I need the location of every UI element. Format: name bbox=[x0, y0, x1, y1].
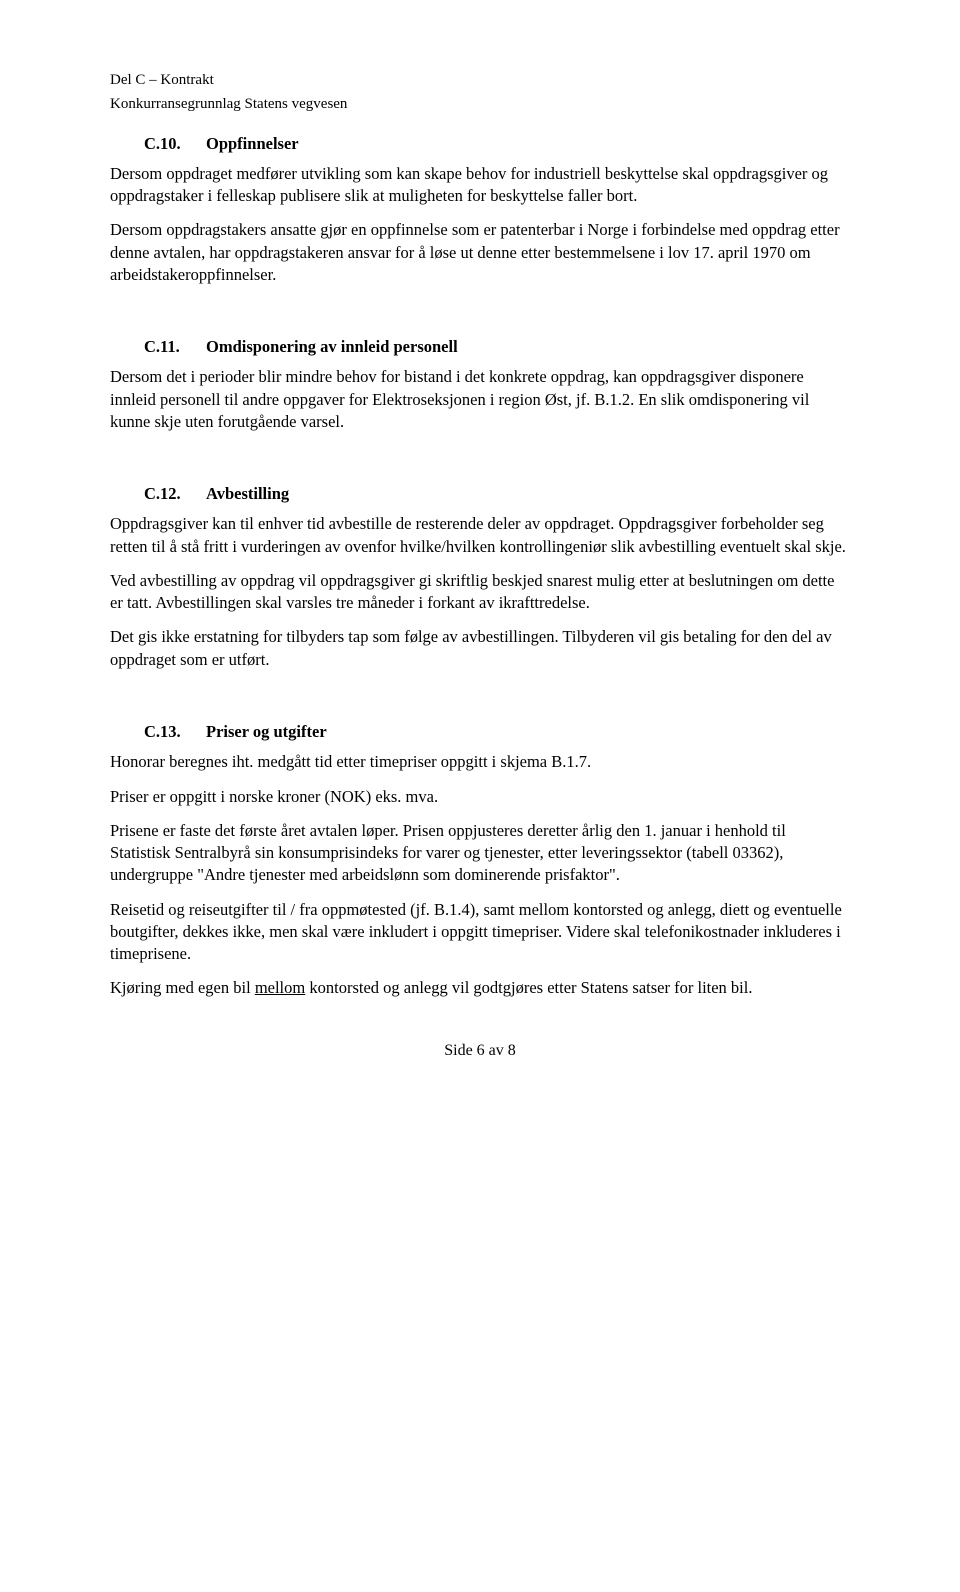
section-c12-p1: Oppdragsgiver kan til enhver tid avbesti… bbox=[110, 513, 850, 558]
page-footer: Side 6 av 8 bbox=[110, 1040, 850, 1062]
section-c13-p5-underlined: mellom bbox=[255, 978, 305, 997]
section-c10-num: C.10. bbox=[144, 133, 206, 155]
section-c13-p3: Prisene er faste det første året avtalen… bbox=[110, 820, 850, 887]
section-c13-p4: Reisetid og reiseutgifter til / fra oppm… bbox=[110, 899, 850, 966]
section-c12-num: C.12. bbox=[144, 483, 206, 505]
section-c13-title: C.13.Priser og utgifter bbox=[110, 721, 850, 743]
section-c10-p1: Dersom oppdraget medfører utvikling som … bbox=[110, 163, 850, 208]
header-part-line: Del C – Kontrakt bbox=[110, 70, 850, 90]
section-c13-p2: Priser er oppgitt i norske kroner (NOK) … bbox=[110, 786, 850, 808]
section-c12-title: C.12.Avbestilling bbox=[110, 483, 850, 505]
section-c10-heading: Oppfinnelser bbox=[206, 134, 299, 153]
section-c13-p5-before: Kjøring med egen bil bbox=[110, 978, 255, 997]
section-c11-num: C.11. bbox=[144, 336, 206, 358]
section-c13-p5-after: kontorsted og anlegg vil godtgjøres ette… bbox=[305, 978, 752, 997]
section-c12-heading: Avbestilling bbox=[206, 484, 289, 503]
section-c13-heading: Priser og utgifter bbox=[206, 722, 327, 741]
section-c13-p1: Honorar beregnes iht. medgått tid etter … bbox=[110, 751, 850, 773]
section-c11-title: C.11.Omdisponering av innleid personell bbox=[110, 336, 850, 358]
section-c13-p5: Kjøring med egen bil mellom kontorsted o… bbox=[110, 977, 850, 999]
section-c10-p2: Dersom oppdragstakers ansatte gjør en op… bbox=[110, 219, 850, 286]
header-basis-line: Konkurransegrunnlag Statens vegvesen bbox=[110, 94, 850, 114]
section-c13-num: C.13. bbox=[144, 721, 206, 743]
section-c11-p1: Dersom det i perioder blir mindre behov … bbox=[110, 366, 850, 433]
section-c10-title: C.10.Oppfinnelser bbox=[110, 133, 850, 155]
section-c11-heading: Omdisponering av innleid personell bbox=[206, 337, 458, 356]
section-c12-p3: Det gis ikke erstatning for tilbyders ta… bbox=[110, 626, 850, 671]
section-c12-p2: Ved avbestilling av oppdrag vil oppdrags… bbox=[110, 570, 850, 615]
